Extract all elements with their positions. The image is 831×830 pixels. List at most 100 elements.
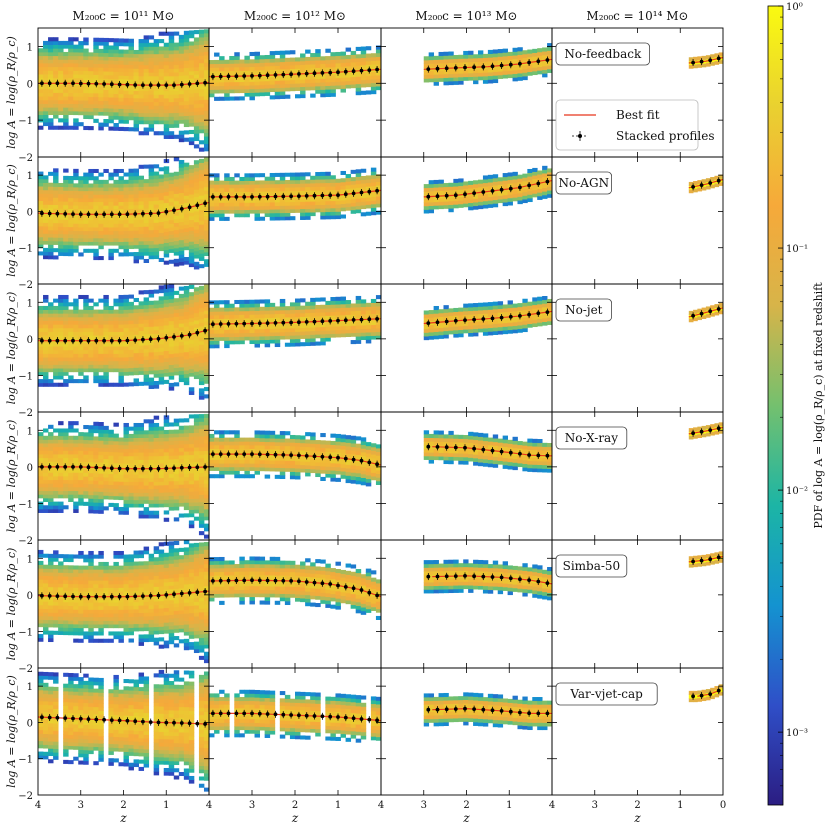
heatmap-cell — [214, 318, 220, 323]
heatmap-cell — [214, 202, 220, 207]
heatmap-cell — [335, 326, 341, 331]
heatmap-cell — [330, 63, 336, 68]
heatmap-cell — [249, 307, 255, 312]
heatmap-cell — [153, 251, 160, 256]
heatmap-cell — [163, 354, 170, 359]
heatmap-cell — [315, 323, 321, 328]
heatmap-cell — [532, 304, 538, 309]
heatmap-cell — [289, 61, 296, 66]
heatmap-cell — [173, 477, 180, 482]
heatmap-cell — [63, 335, 69, 340]
heatmap-cell — [244, 314, 250, 319]
heatmap-cell — [58, 219, 64, 224]
heatmap-cell — [128, 349, 134, 354]
heatmap-cell — [58, 302, 64, 307]
heatmap-cell — [63, 379, 69, 384]
heatmap-cell — [108, 305, 114, 310]
heatmap-cell — [153, 488, 160, 493]
heatmap-cell — [458, 178, 464, 183]
heatmap-cell — [345, 332, 352, 337]
heatmap-cell — [163, 202, 170, 207]
heatmap-cell — [43, 215, 49, 220]
heatmap-cell — [138, 334, 145, 339]
heatmap-cell — [463, 203, 469, 208]
heatmap-cell — [88, 335, 94, 340]
heatmap-cell — [249, 209, 255, 214]
heatmap-cell — [188, 168, 195, 173]
heatmap-cell — [163, 242, 170, 247]
heatmap-cell — [173, 123, 180, 128]
heatmap-cell — [43, 428, 49, 433]
heatmap-cell — [93, 353, 99, 358]
heatmap-cell — [350, 177, 357, 182]
heatmap-cell — [98, 298, 104, 303]
heatmap-cell — [128, 441, 134, 446]
heatmap-cell — [188, 372, 195, 377]
heatmap-cell — [360, 303, 367, 308]
heatmap-cell — [38, 171, 44, 176]
heatmap-cell — [53, 501, 59, 506]
heatmap-cell — [103, 100, 109, 105]
heatmap-cell — [78, 476, 84, 481]
heatmap-cell — [198, 285, 205, 290]
heatmap-cell — [269, 212, 276, 217]
heatmap-cell — [428, 317, 435, 322]
heatmap-cell — [289, 201, 296, 206]
heatmap-cell — [123, 294, 129, 299]
heatmap-cell — [98, 89, 104, 94]
heatmap-cell — [340, 296, 346, 301]
heatmap-cell — [118, 360, 124, 365]
heatmap-cell — [153, 311, 160, 316]
heatmap-cell — [143, 470, 150, 475]
heatmap-cell — [448, 58, 454, 63]
heatmap-cell — [78, 360, 84, 365]
heatmap-cell — [502, 326, 508, 331]
heatmap-cell — [138, 441, 145, 446]
heatmap-cell — [688, 64, 694, 69]
heatmap-cell — [203, 365, 210, 370]
heatmap-cell — [93, 360, 99, 365]
heatmap-cell — [209, 315, 215, 320]
heatmap-cell — [133, 237, 139, 242]
heatmap-cell — [512, 329, 518, 334]
heatmap-cell — [108, 444, 114, 449]
heatmap-panel-0-1 — [209, 45, 382, 101]
heatmap-cell — [143, 182, 150, 187]
heatmap-cell — [163, 429, 170, 435]
heatmap-cell — [158, 289, 165, 294]
heatmap-cell — [274, 87, 281, 92]
heatmap-cell — [43, 178, 49, 183]
heatmap-cell — [370, 200, 377, 205]
heatmap-cell — [423, 317, 430, 322]
heatmap-cell — [198, 333, 205, 338]
heatmap-cell — [305, 215, 311, 220]
heatmap-cell — [88, 498, 94, 503]
heatmap-cell — [128, 68, 134, 73]
heatmap-cell — [198, 96, 205, 101]
heatmap-cell — [492, 196, 499, 201]
heatmap-cell — [284, 183, 291, 188]
heatmap-cell — [254, 317, 260, 322]
heatmap-cell — [305, 309, 311, 314]
heatmap-cell — [83, 248, 89, 253]
heatmap-cell — [198, 129, 205, 134]
heatmap-cell — [183, 491, 190, 496]
heatmap-cell — [43, 331, 49, 336]
heatmap-cell — [133, 430, 139, 435]
heatmap-cell — [473, 187, 479, 192]
heatmap-cell — [203, 313, 210, 318]
heatmap-cell — [73, 74, 79, 79]
heatmap-cell — [153, 315, 160, 320]
heatmap-cell — [153, 322, 160, 327]
heatmap-cell — [143, 355, 150, 360]
heatmap-cell — [193, 136, 200, 142]
heatmap-cell — [128, 244, 134, 249]
heatmap-cell — [138, 312, 145, 317]
heatmap-cell — [527, 309, 533, 314]
heatmap-cell — [478, 194, 484, 199]
heatmap-cell — [188, 70, 195, 76]
heatmap-cell — [433, 313, 439, 318]
heatmap-cell — [133, 441, 139, 446]
heatmap-cell — [193, 144, 200, 149]
heatmap-cell — [203, 157, 210, 162]
